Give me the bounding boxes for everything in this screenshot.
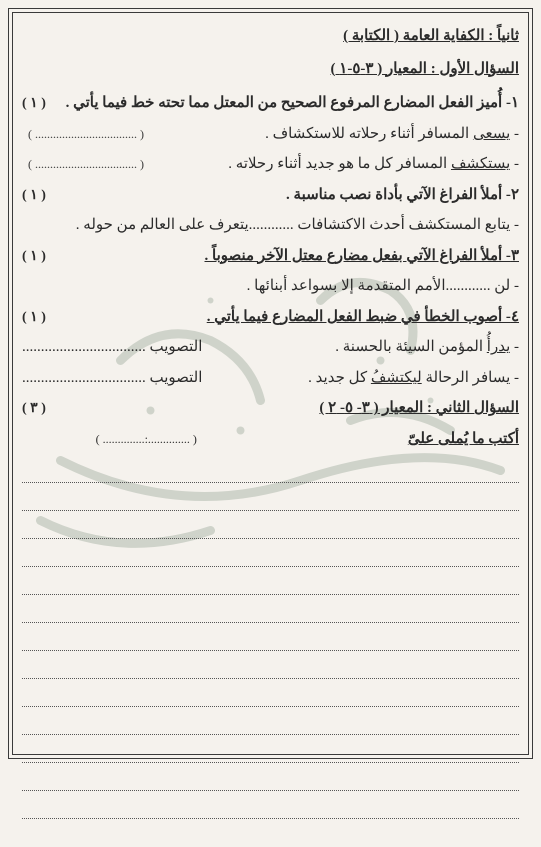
writing-area: [22, 461, 519, 819]
writing-line: [22, 461, 519, 483]
q1-line4a-pre: -: [510, 339, 519, 355]
page-content: ثانياً : الكفاية العامة ( الكتابة ) السؤ…: [0, 0, 541, 847]
q2-title-mark: ( ٣ ): [22, 396, 46, 423]
writing-line: [22, 573, 519, 595]
writing-line: [22, 741, 519, 763]
q1-line1a-rest: المسافر أثناء رحلاته للاستكشاف .: [265, 126, 473, 142]
q1-line1b: - يستكشف المسافر كل ما هو جديد أثناء رحل…: [144, 150, 519, 179]
q1-line1a-box: ( .................................. ): [28, 123, 144, 146]
q1-line4b-pre: - يسافر الرحالة: [422, 370, 519, 386]
writing-line: [22, 769, 519, 791]
q1-line1b-rest: المسافر كل ما هو جديد أثناء رحلاته .: [228, 156, 451, 172]
q1-line2-row: ٢- أملأ الفراغ الآتي بأداة نصب مناسبة . …: [22, 181, 519, 210]
q1-line2a: - يتابع المستكشف أحدث الاكتشافات .......…: [22, 211, 519, 240]
q1-line1a-underlined: يسعى: [473, 126, 510, 142]
q1-line1b-box: ( .................................. ): [28, 153, 144, 176]
q1-line4b: - يسافر الرحالة ليكتشفُ كل جديد .: [271, 364, 520, 393]
q2-prompt: أكتب ما يُملى علىّ: [271, 425, 520, 454]
q2-title: السؤال الثاني : المعيار ( ٣- ٥- ٢ ): [46, 394, 519, 423]
writing-line: [22, 797, 519, 819]
q1-line1a: - يسعى المسافر أثناء رحلاته للاستكشاف .: [144, 120, 519, 149]
writing-line: [22, 713, 519, 735]
writing-line: [22, 489, 519, 511]
q1-line4b-rest: كل جديد .: [308, 370, 371, 386]
q1-line3-mark: ( ١ ): [22, 244, 46, 271]
q1-line4a-rest: المؤمن السيئة بالحسنة .: [335, 339, 487, 355]
q1-line4-mark: ( ١ ): [22, 305, 46, 332]
writing-line: [22, 629, 519, 651]
writing-line: [22, 657, 519, 679]
writing-line: [22, 517, 519, 539]
q1-line1b-underlined: يستكشف: [451, 156, 510, 172]
q1-line4b-underlined: ليكتشفُ: [371, 370, 422, 386]
writing-line: [22, 685, 519, 707]
q1-line4b-row: - يسافر الرحالة ليكتشفُ كل جديد . التصوي…: [22, 364, 519, 393]
q1-line1a-row: - يسعى المسافر أثناء رحلاته للاستكشاف . …: [22, 120, 519, 149]
q1-line4a-row: - يدرأُ المؤمن السيئة بالحسنة . التصويب …: [22, 333, 519, 362]
q1-line1a-pre: -: [510, 126, 519, 142]
q1-line1-mark: ( ١ ): [22, 91, 46, 118]
q1-line3: ٣- أملأ الفراغ الآتي بفعل مضارع معتل الآ…: [46, 242, 519, 271]
writing-line: [22, 601, 519, 623]
q1-line1-row: ١- أُميز الفعل المضارع المرفوع الصحيح من…: [22, 89, 519, 118]
q1-line2: ٢- أملأ الفراغ الآتي بأداة نصب مناسبة .: [46, 181, 519, 210]
q1-line4b-corr: التصويب ................................…: [22, 364, 271, 393]
q1-line4-row: ٤- أصوب الخطأ في ضبط الفعل المضارع فيما …: [22, 303, 519, 332]
q1-line2-mark: ( ١ ): [22, 183, 46, 210]
writing-line: [22, 545, 519, 567]
q1-line3-row: ٣- أملأ الفراغ الآتي بفعل مضارع معتل الآ…: [22, 242, 519, 271]
q1-line4: ٤- أصوب الخطأ في ضبط الفعل المضارع فيما …: [46, 303, 519, 332]
q1-line1: ١- أُميز الفعل المضارع المرفوع الصحيح من…: [46, 89, 519, 118]
q1-line3a: - لن ............الأمم المتقدمة إلا بسوا…: [22, 272, 519, 301]
q1-title: السؤال الأول : المعيار ( ٣-٥-١ ): [22, 55, 519, 84]
q2-title-row: السؤال الثاني : المعيار ( ٣- ٥- ٢ ) ( ٣ …: [22, 394, 519, 423]
q1-line4a-corr: التصويب ................................…: [22, 333, 271, 362]
q1-line1b-pre: -: [510, 156, 519, 172]
q1-line4a: - يدرأُ المؤمن السيئة بالحسنة .: [271, 333, 520, 362]
q2-prompt-sep: ( ..............:.............. ): [22, 428, 271, 451]
q1-line1b-row: - يستكشف المسافر كل ما هو جديد أثناء رحل…: [22, 150, 519, 179]
q1-line4a-underlined: يدرأُ: [487, 339, 510, 355]
section-title: ثانياً : الكفاية العامة ( الكتابة ): [22, 22, 519, 51]
q2-prompt-row: أكتب ما يُملى علىّ ( ..............:....…: [22, 425, 519, 454]
